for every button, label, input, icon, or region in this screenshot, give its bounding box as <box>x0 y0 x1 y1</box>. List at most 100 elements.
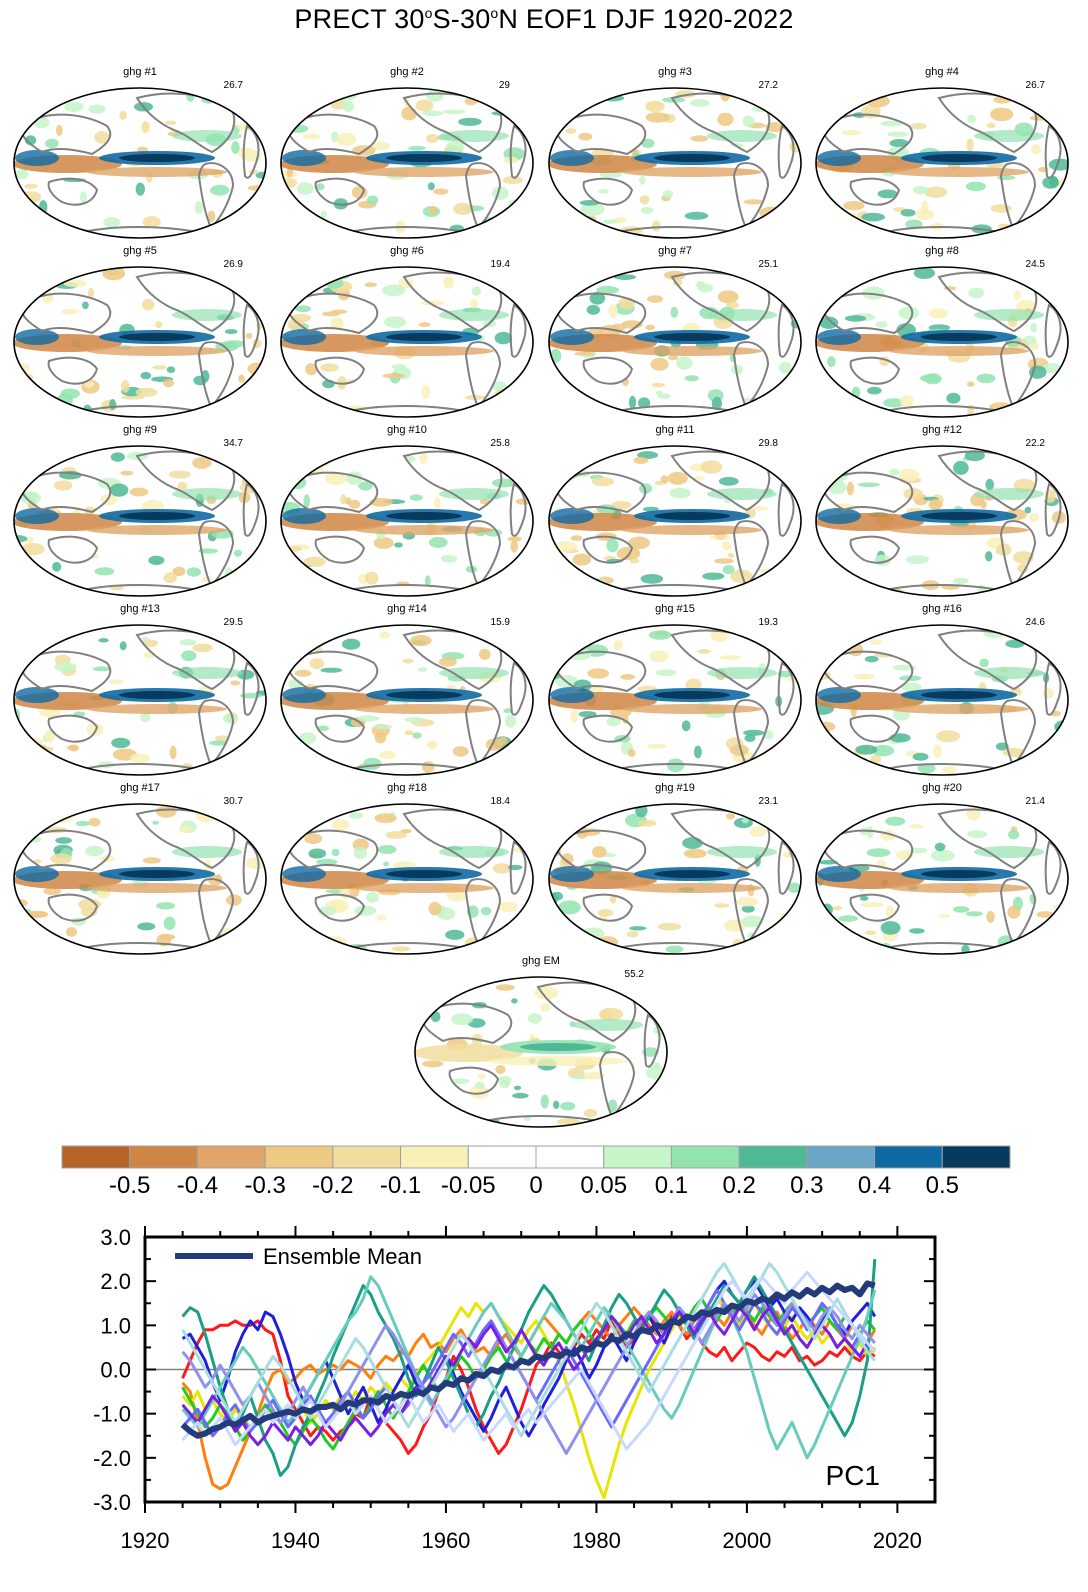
anomaly-patch <box>148 555 165 565</box>
panel-variance: 26.7 <box>223 80 243 91</box>
wet-anomaly-band <box>817 508 861 524</box>
anomaly-patch <box>430 1011 441 1023</box>
coastline <box>242 303 260 358</box>
anomaly-patch <box>502 176 523 185</box>
anomaly-patch <box>942 766 957 775</box>
map-globe <box>548 803 802 955</box>
anomaly-patch <box>1056 935 1068 941</box>
anomaly-patch <box>47 277 54 284</box>
anomaly-patch <box>819 316 839 329</box>
anomaly-patch <box>638 819 657 827</box>
map-border <box>13 624 267 776</box>
coastline <box>287 471 379 514</box>
anomaly-patch <box>109 399 116 410</box>
anomaly-patch <box>424 575 431 587</box>
anomaly-patch <box>512 1092 529 1099</box>
anomaly-patch <box>889 139 909 148</box>
anomaly-patch <box>478 648 491 660</box>
anomaly-patch <box>901 682 922 692</box>
anomaly-patch <box>231 141 240 154</box>
coastline <box>287 650 379 693</box>
anomaly-patch <box>142 216 161 228</box>
map-globe <box>280 87 534 239</box>
panel-variance: 15.9 <box>490 617 510 628</box>
anomaly-patch <box>639 195 650 205</box>
anomaly-patch <box>474 1081 485 1089</box>
panel-variance: 19.3 <box>758 617 778 628</box>
anomaly-patch <box>409 494 423 501</box>
anomaly-patch <box>178 825 192 833</box>
anomaly-patch <box>527 484 533 492</box>
anomaly-patch <box>953 906 970 913</box>
anomaly-patch <box>985 551 993 562</box>
map-globe <box>548 624 802 776</box>
colorbar-label: 0 <box>529 1172 543 1199</box>
anomaly-patch <box>207 210 216 222</box>
anomaly-patch <box>129 753 150 764</box>
anomaly-patch <box>518 740 527 754</box>
anomaly-patch <box>1029 585 1037 592</box>
anomaly-patch <box>900 209 916 217</box>
map-border <box>280 624 534 776</box>
anomaly-patch <box>936 730 961 743</box>
coastline <box>849 535 901 564</box>
anomaly-patch <box>985 478 994 491</box>
anomaly-patch <box>249 449 265 457</box>
anomaly-patch <box>717 290 739 304</box>
anomaly-patch <box>920 374 940 383</box>
map-border <box>815 87 1069 239</box>
dry-anomaly-band <box>622 167 762 177</box>
panel-variance: 24.6 <box>1025 617 1045 628</box>
anomaly-patch <box>120 470 134 476</box>
coastline <box>47 714 99 743</box>
anomaly-patch <box>60 388 80 400</box>
anomaly-patch <box>565 128 577 134</box>
anomaly-patch <box>450 1078 470 1084</box>
anomaly-patch <box>1008 830 1020 840</box>
anomaly-patch <box>587 668 609 679</box>
anomaly-patch <box>859 895 869 901</box>
dry-anomaly-band <box>622 525 762 535</box>
anomaly-patch <box>526 809 533 814</box>
anomaly-patch <box>647 743 667 749</box>
anomaly-patch <box>860 902 884 908</box>
coastline <box>20 113 112 156</box>
coastline <box>822 471 914 514</box>
x-tick-label: 1920 <box>121 1528 170 1553</box>
anomaly-patch <box>192 643 213 653</box>
anomaly-patch <box>135 182 145 196</box>
anomaly-patch <box>358 481 373 491</box>
coastline <box>822 113 914 156</box>
panel-variance: 29 <box>498 80 510 91</box>
anomaly-patch <box>163 572 177 584</box>
anomaly-patch <box>392 861 416 869</box>
anomaly-patch <box>419 452 428 464</box>
coastline <box>242 840 260 895</box>
anomaly-patch <box>721 541 732 551</box>
anomaly-patch <box>85 845 104 857</box>
anomaly-patch <box>307 763 318 775</box>
anomaly-patch <box>788 221 801 227</box>
anomaly-patch <box>696 281 706 289</box>
anomaly-patch <box>1061 379 1068 390</box>
anomaly-patch <box>834 647 841 654</box>
anomaly-patch <box>1005 639 1025 648</box>
anomaly-patch <box>43 887 62 895</box>
anomaly-patch <box>258 559 266 571</box>
panel-variance: 23.1 <box>758 796 778 807</box>
anomaly-patch <box>111 737 131 749</box>
anomaly-patch <box>657 393 671 399</box>
colorbar-box <box>129 1145 198 1169</box>
anomaly-patch <box>761 281 779 293</box>
dry-anomaly-band <box>889 704 1029 714</box>
panel-title: ghg #14 <box>387 603 427 615</box>
anomaly-patch <box>480 906 492 916</box>
coastline <box>20 650 112 693</box>
anomaly-patch <box>464 937 481 951</box>
panel-title: ghg #2 <box>390 66 424 78</box>
anomaly-patch <box>641 206 654 214</box>
anomaly-patch <box>667 471 688 485</box>
anomaly-patch <box>900 395 914 407</box>
anomaly-patch <box>1044 932 1067 941</box>
map-panel: ghg #14 15.9 <box>274 603 540 777</box>
